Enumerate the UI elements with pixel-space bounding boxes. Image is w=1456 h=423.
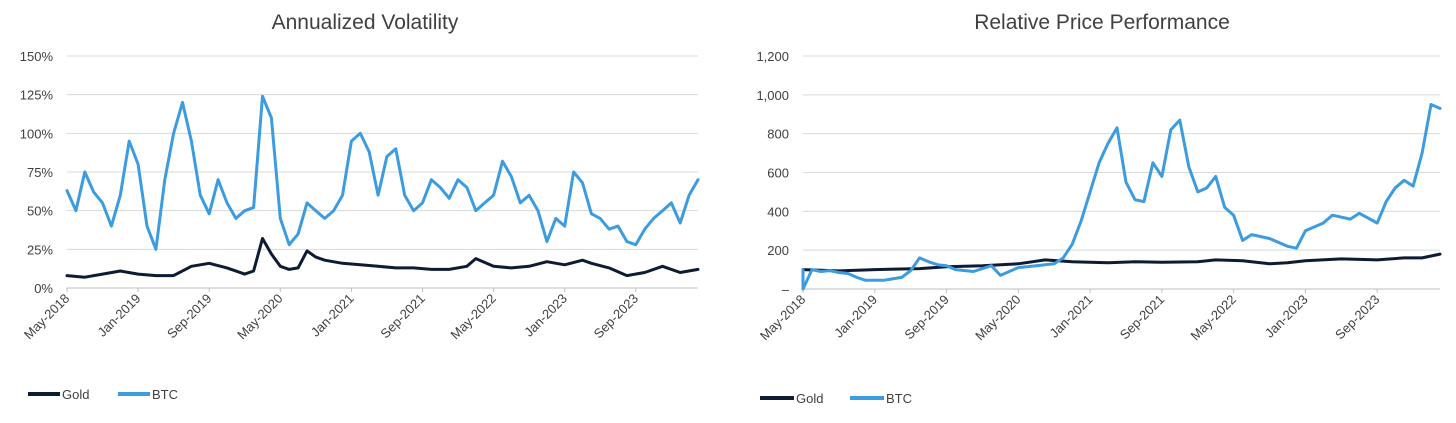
price-y-ticks: – 200 400 600 800 1,000 1,200 [756,49,789,297]
price-series [801,103,1442,291]
volatility-x-tick-label: Jan-2021 [308,291,357,340]
price-legend: Gold BTC [760,391,912,406]
price-x-tick-label: Jan-2019 [831,292,880,341]
volatility-x-tick-label: Jan-2019 [94,291,143,340]
price-x-ticks: May-2018 Jan-2019 Sep-2019 May-2020 Jan-2021… [757,289,1383,343]
volatility-x-ticks: May-2018 Jan-2019 Sep-2019 May-2020 Jan-2021… [21,288,641,342]
legend-btc-label: BTC [886,391,912,406]
price-y-tick-label: 1,000 [756,88,789,103]
legend-btc-label: BTC [152,387,178,402]
price-series-gold-line [801,252,1442,273]
price-gridlines [803,55,1440,290]
volatility-chart-title: Annualized Volatility [272,11,459,34]
volatility-series-gold-line [65,237,700,279]
price-x-tick-label: May-2020 [972,292,1023,343]
volatility-y-tick-label: 0% [34,281,53,296]
volatility-x-tick-label: Sep-2021 [377,291,427,341]
volatility-y-tick-label: 100% [20,126,54,141]
price-x-tick-label: Jan-2023 [1262,292,1311,341]
volatility-y-tick-label: 50% [27,204,53,219]
price-x-tick-label: May-2018 [757,292,808,343]
price-x-tick-label: Sep-2023 [1332,292,1382,342]
price-y-tick-label: 400 [767,204,789,219]
price-y-tick-label: 600 [767,166,789,181]
price-y-tick-label: 1,200 [756,49,789,64]
legend-gold-label: Gold [796,391,823,406]
volatility-chart: Annualized Volatility 0% 25% 50% 75% 100% 125… [20,11,700,402]
price-performance-chart-title: Relative Price Performance [974,11,1230,34]
volatility-x-tick-label: Sep-2019 [164,291,214,341]
price-performance-chart: Relative Price Performance – 200 400 600 800… [756,11,1442,406]
volatility-y-tick-label: 25% [27,242,53,257]
price-series-btc-line [801,103,1442,291]
volatility-y-tick-label: 125% [20,88,54,103]
price-x-tick-label: May-2022 [1188,292,1239,343]
volatility-x-tick-label: Jan-2023 [521,291,570,340]
volatility-x-tick-label: May-2018 [21,291,72,342]
price-x-tick-label: Jan-2021 [1046,292,1095,341]
volatility-x-tick-label: May-2020 [234,291,285,342]
volatility-y-tick-label: 75% [27,165,53,180]
volatility-y-tick-label: 150% [20,49,54,64]
volatility-x-tick-label: Sep-2023 [591,291,641,341]
legend-gold-label: Gold [62,387,89,402]
price-y-tick-label: 200 [767,243,789,258]
price-y-tick-label: – [782,282,790,297]
volatility-y-ticks: 0% 25% 50% 75% 100% 125% 150% [20,49,54,296]
volatility-series-btc-line [65,94,700,251]
price-x-tick-label: Sep-2019 [901,292,951,342]
volatility-x-tick-label: May-2022 [447,291,498,342]
volatility-series [65,94,700,279]
price-x-tick-label: Sep-2021 [1117,292,1167,342]
volatility-legend: Gold BTC [28,387,178,402]
price-y-tick-label: 800 [767,127,789,142]
